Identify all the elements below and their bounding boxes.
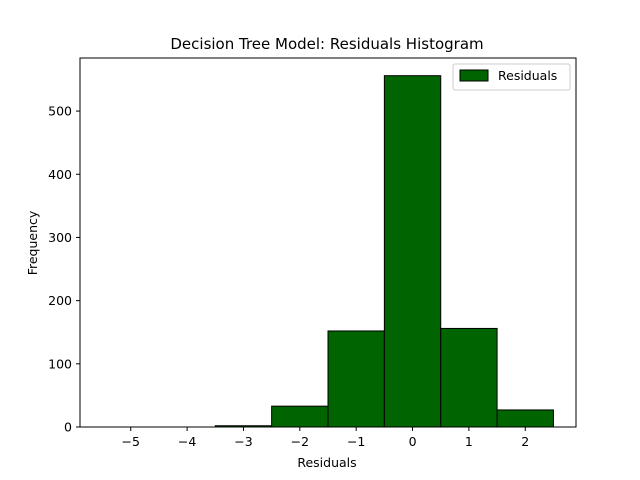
legend-label: Residuals — [498, 68, 557, 83]
histogram-bar — [271, 405, 329, 428]
legend: Residuals — [452, 63, 571, 91]
x-axis-label: Residuals — [297, 455, 356, 470]
y-tick-label: 0 — [64, 420, 72, 435]
y-tick-label: 200 — [48, 293, 72, 308]
x-tick-label: −3 — [234, 434, 252, 449]
x-tick-label: 1 — [465, 434, 473, 449]
y-tick-label: 100 — [48, 356, 72, 371]
y-tick-label: 300 — [48, 230, 72, 245]
histogram-bar — [327, 330, 385, 428]
x-tick-label: 2 — [521, 434, 529, 449]
plot-frame — [79, 57, 577, 428]
chart-title: Decision Tree Model: Residuals Histogram — [170, 35, 483, 53]
x-tick-label: 0 — [409, 434, 417, 449]
x-tick-label: −1 — [347, 434, 365, 449]
y-tick-label: 500 — [48, 104, 72, 119]
x-tick-label: −2 — [291, 434, 309, 449]
y-axis-ticks: 0 100 200 300 400 500 — [48, 104, 80, 435]
y-axis-label: Frequency — [25, 210, 40, 275]
histogram-bars — [214, 75, 554, 428]
x-axis-ticks: −5 −4 −3 −2 −1 0 1 2 — [122, 427, 529, 449]
y-tick-label: 400 — [48, 167, 72, 182]
x-tick-label: −4 — [178, 434, 196, 449]
histogram-bar — [496, 409, 554, 428]
histogram-bar — [440, 327, 498, 428]
x-tick-label: −5 — [122, 434, 140, 449]
legend-swatch — [459, 69, 489, 82]
histogram-bar — [383, 75, 442, 428]
